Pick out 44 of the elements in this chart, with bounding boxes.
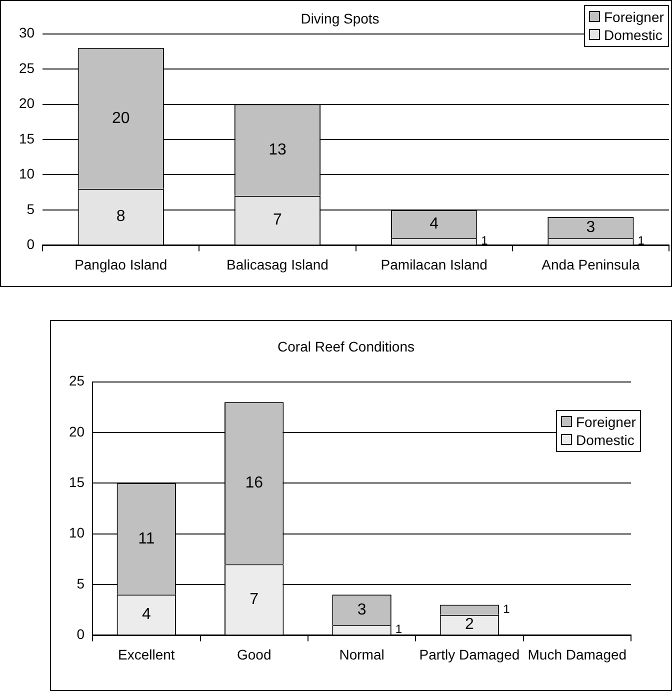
y-tick-label: 20 bbox=[18, 95, 35, 112]
data-label: 3 bbox=[586, 218, 596, 236]
data-label: 16 bbox=[245, 474, 264, 492]
data-label: 1 bbox=[481, 234, 488, 248]
x-tick-label: Pamilacan Island bbox=[380, 256, 488, 272]
x-tick-label: Partly Damaged bbox=[419, 646, 520, 662]
x-tick-label: Panglao Island bbox=[74, 256, 168, 272]
legend-label: Domestic bbox=[575, 430, 636, 449]
data-label: 11 bbox=[138, 530, 155, 548]
x-tick-label: Good bbox=[236, 646, 272, 662]
chart-title: Coral Reef Conditions bbox=[278, 338, 414, 354]
y-tick-label: 25 bbox=[68, 372, 85, 389]
legend-label: Domestic bbox=[603, 26, 664, 44]
data-label: 4 bbox=[142, 606, 151, 624]
x-tick-label: Normal bbox=[339, 646, 384, 662]
data-label: 2 bbox=[465, 616, 474, 634]
x-tick-label: Anda Peninsula bbox=[542, 256, 640, 272]
data-label: 4 bbox=[430, 215, 439, 232]
legend-label: Foreigner bbox=[603, 8, 664, 26]
y-tick-label: 25 bbox=[18, 60, 35, 76]
x-tick-label: Excellent bbox=[118, 646, 175, 662]
x-tick-label: Balicasag Island bbox=[226, 256, 328, 272]
data-label: 1 bbox=[638, 234, 645, 248]
data-label: 20 bbox=[112, 110, 130, 127]
data-label: 13 bbox=[268, 141, 286, 158]
data-label: 7 bbox=[273, 212, 282, 229]
y-tick-label: 15 bbox=[68, 474, 85, 490]
x-tick-label: Much Damaged bbox=[528, 646, 627, 662]
y-tick-label: 5 bbox=[76, 575, 85, 592]
y-tick-label: 20 bbox=[68, 423, 85, 440]
data-label: 7 bbox=[250, 590, 259, 608]
y-tick-label: 10 bbox=[18, 166, 35, 182]
y-tick-label: 0 bbox=[76, 626, 85, 642]
data-label: 3 bbox=[357, 601, 366, 618]
y-tick-label: 10 bbox=[68, 524, 85, 541]
chart-title: Diving Spots bbox=[300, 10, 380, 26]
y-tick-label: 0 bbox=[26, 236, 35, 252]
data-label: 1 bbox=[503, 602, 510, 616]
data-label: 1 bbox=[395, 622, 402, 636]
y-tick-label: 15 bbox=[18, 130, 35, 146]
y-tick-label: 5 bbox=[26, 200, 35, 217]
data-label: 8 bbox=[116, 208, 126, 226]
y-tick-label: 30 bbox=[18, 24, 35, 41]
legend-label: Foreigner bbox=[575, 412, 636, 431]
